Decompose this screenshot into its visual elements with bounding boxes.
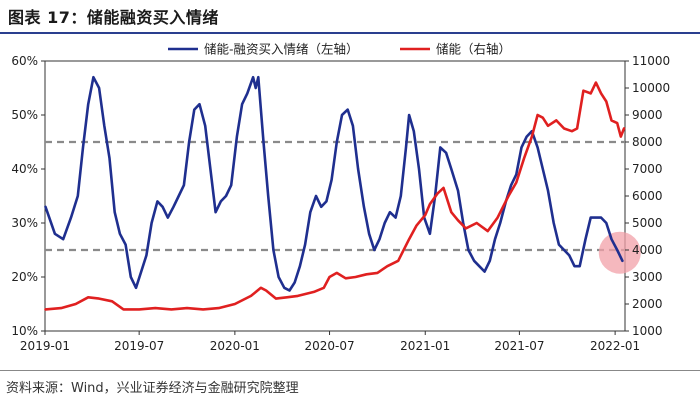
footer-divider [0,370,700,371]
series-line-right [44,81,626,311]
right-tick-label: 6000 [632,189,663,203]
legend-label: 储能-融资买入情绪（左轴） [204,42,359,57]
legend-label: 储能（右轴） [436,42,511,57]
right-axis: 1000 2000 3000 4000 5000 6000 7000 8000 9000 1000… [625,54,670,338]
left-tick-label: 60% [11,54,38,68]
x-tick-label: 2021-07 [494,339,544,353]
right-tick-label: 7000 [632,162,663,176]
left-tick-label: 50% [11,108,38,122]
plot-area-frame [44,60,626,332]
right-tick-label: 11000 [632,54,670,68]
right-tick-label: 8000 [632,135,663,149]
right-tick-label: 10000 [632,81,670,95]
x-axis: 2019-01 2019-07 2020-01 2020-07 2021-01 2021-… [20,331,640,353]
right-tick-label: 3000 [632,270,663,284]
left-axis: 10% 20% 30% 40% 50% 60% [11,54,45,338]
x-tick-label: 2022-01 [590,339,640,353]
left-tick-label: 10% [11,324,38,338]
legend: 储能-融资买入情绪（左轴） 储能（右轴） [168,42,511,57]
chart-title: 图表 17：储能融资买入情绪 [8,8,219,27]
x-tick-label: 2019-01 [20,339,70,353]
dual-axis-line-chart: 10% 20% 30% 40% 50% 60% 1000 2000 3000 4000 5000 6… [11,42,670,354]
left-tick-label: 40% [11,162,38,176]
plot-border [44,60,626,332]
x-tick-label: 2020-07 [304,339,354,353]
series-line-left [44,75,624,292]
right-tick-label: 2000 [632,297,663,311]
chart-header: 图表 17：储能融资买入情绪 [0,0,700,34]
x-tick-label: 2021-01 [400,339,450,353]
reference-lines [45,140,625,252]
header-divider [0,32,700,34]
right-tick-label: 5000 [632,216,663,230]
x-tick-label: 2019-07 [114,339,164,353]
series-layer [44,75,626,311]
right-tick-label: 9000 [632,108,663,122]
left-tick-label: 30% [11,216,38,230]
right-tick-label: 1000 [632,324,663,338]
left-tick-label: 20% [11,270,38,284]
x-tick-label: 2020-01 [210,339,260,353]
right-tick-label: 4000 [632,243,663,257]
source-note: 资料来源：Wind，兴业证券经济与金融研究院整理 [6,381,299,396]
